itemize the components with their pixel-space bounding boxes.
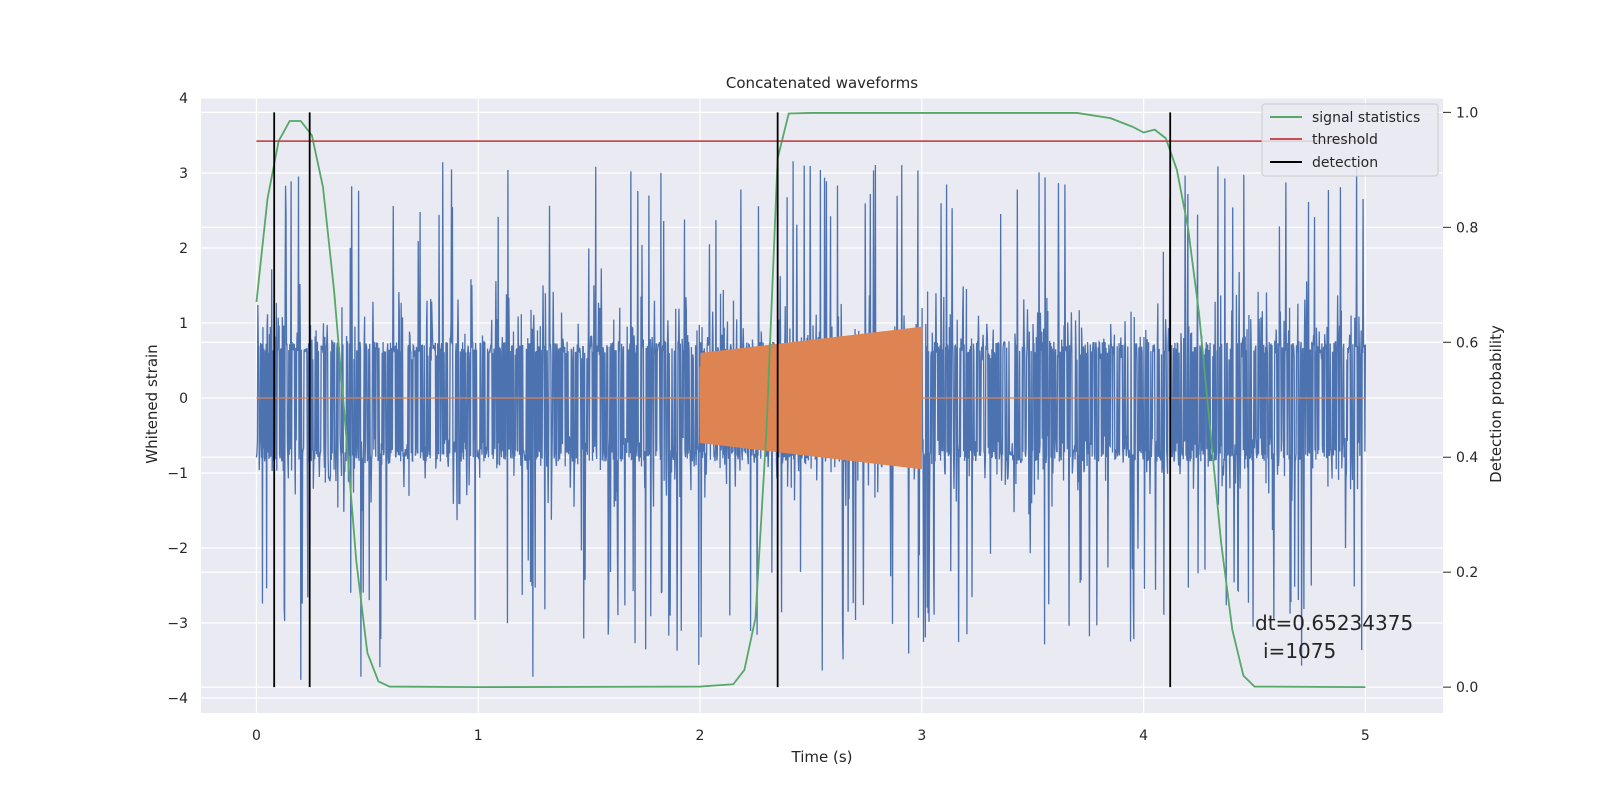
legend-label-threshold: threshold — [1312, 132, 1378, 148]
injection-waveform-line — [256, 326, 1366, 470]
x-tick-label: 3 — [917, 728, 926, 744]
y-tick-label-left: 4 — [179, 91, 188, 107]
series-layer — [255, 112, 1366, 689]
y-tick-label-left: −3 — [167, 616, 188, 632]
legend-label-signal-statistics: signal statistics — [1312, 110, 1420, 126]
legend: signal statistics threshold detection — [1261, 103, 1439, 177]
chart-title: Concatenated waveforms — [726, 74, 918, 92]
y-tick-label-right: 0.8 — [1456, 220, 1478, 236]
y-tick-label-left: −2 — [167, 541, 188, 557]
x-tick-label: 1 — [474, 728, 483, 744]
x-tick-label: 0 — [252, 728, 261, 744]
y-axis-title-right: Detection probability — [1487, 325, 1505, 483]
y-tick-label-right: 0.0 — [1456, 680, 1478, 696]
annotation-i: i=1075 — [1263, 639, 1336, 663]
y-axis-title-left: Whitened strain — [143, 344, 161, 463]
y-tick-label-left: −4 — [167, 691, 188, 707]
y-tick-label-left: 2 — [179, 241, 188, 257]
x-axis-title: Time (s) — [791, 748, 853, 766]
legend-label-detection: detection — [1312, 155, 1378, 171]
axes: 0 1 2 3 4 5 −4 −3 −2 −1 0 1 2 3 4 0.0 0.2 0.4 0.6 0.8 1.0 — [167, 91, 1478, 744]
y-tick-label-right: 0.2 — [1456, 565, 1478, 581]
series-line-signal-statistics — [255, 112, 1366, 689]
y-tick-label-right: 0.6 — [1456, 335, 1478, 351]
x-tick-label: 4 — [1139, 728, 1148, 744]
y-tick-label-right: 1.0 — [1456, 105, 1478, 121]
legend-box — [1261, 103, 1439, 177]
x-tick-label: 5 — [1361, 728, 1370, 744]
y-tick-label-left: −1 — [167, 466, 188, 482]
series-injection — [256, 326, 1366, 470]
annotation-dt: dt=0.65234375 — [1255, 611, 1413, 635]
x-tick-label: 2 — [696, 728, 705, 744]
y-tick-label-right: 0.4 — [1456, 450, 1478, 466]
y-tick-label-left: 3 — [179, 166, 188, 182]
y-tick-label-left: 0 — [179, 391, 188, 407]
y-tick-label-left: 1 — [179, 316, 188, 332]
